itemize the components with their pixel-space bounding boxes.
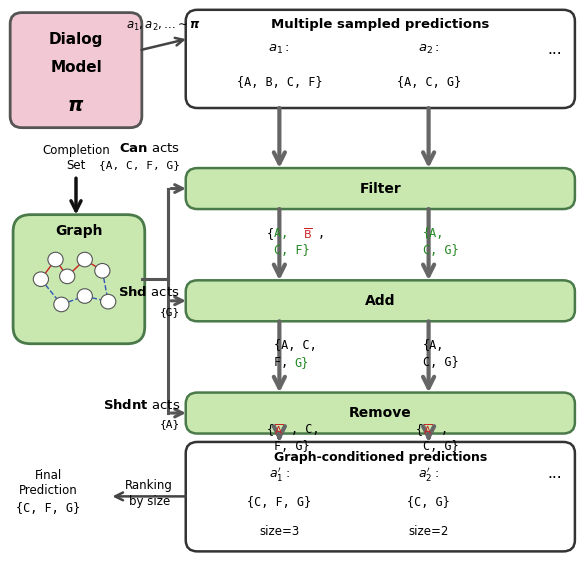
Text: Filter: Filter	[359, 182, 401, 196]
Text: Model: Model	[50, 60, 102, 76]
Text: $a_1, a_2, \ldots \sim \boldsymbol{\pi}$: $a_1, a_2, \ldots \sim \boldsymbol{\pi}$	[126, 20, 201, 33]
FancyBboxPatch shape	[13, 215, 145, 343]
Circle shape	[101, 294, 116, 309]
Text: ,: ,	[318, 227, 325, 240]
Circle shape	[54, 297, 69, 312]
Text: {G}: {G}	[159, 307, 180, 317]
Text: A,: A,	[273, 227, 295, 240]
Text: Graph-conditioned predictions: Graph-conditioned predictions	[273, 451, 487, 464]
Text: , C,: , C,	[291, 423, 319, 436]
Text: {A}: {A}	[159, 419, 180, 429]
Text: ...: ...	[547, 466, 562, 481]
Circle shape	[59, 269, 75, 284]
Text: $a_2'\mathrm{:}$: $a_2'\mathrm{:}$	[418, 465, 439, 483]
Text: Ranking: Ranking	[125, 479, 173, 492]
Text: {A, C, G}: {A, C, G}	[396, 76, 460, 89]
Text: {: {	[266, 423, 273, 436]
Circle shape	[34, 272, 48, 287]
Text: Add: Add	[365, 294, 396, 308]
Text: {: {	[266, 227, 273, 240]
Circle shape	[77, 252, 92, 267]
Text: Dialog: Dialog	[49, 32, 103, 47]
Text: ,: ,	[440, 423, 447, 436]
Text: $\overline{\mathrm{A}}$: $\overline{\mathrm{A}}$	[423, 422, 432, 437]
Text: $\mathbf{Shdnt}$ acts: $\mathbf{Shdnt}$ acts	[102, 398, 180, 412]
Text: Prediction: Prediction	[19, 484, 78, 497]
Text: size=2: size=2	[409, 526, 449, 539]
Text: {: {	[416, 423, 423, 436]
FancyBboxPatch shape	[186, 168, 575, 209]
Text: {A, C, F, G}: {A, C, F, G}	[99, 160, 180, 170]
Circle shape	[95, 263, 110, 278]
Text: $a_2\mathrm{:}$: $a_2\mathrm{:}$	[417, 43, 439, 56]
Text: $a_1\mathrm{:}$: $a_1\mathrm{:}$	[269, 43, 290, 56]
Text: F,: F,	[273, 356, 295, 369]
Text: C, G}: C, G}	[423, 440, 459, 453]
Text: $\boldsymbol{\pi}$: $\boldsymbol{\pi}$	[68, 96, 85, 114]
Text: $\overline{\mathrm{B}}$: $\overline{\mathrm{B}}$	[303, 226, 312, 241]
Text: C, F}: C, F}	[273, 244, 309, 257]
Text: {C, F, G}: {C, F, G}	[16, 502, 81, 515]
Text: C, G}: C, G}	[423, 356, 459, 369]
FancyBboxPatch shape	[186, 280, 575, 321]
Circle shape	[77, 289, 92, 303]
Text: Graph: Graph	[55, 224, 103, 239]
Text: Completion: Completion	[42, 144, 110, 157]
Text: C, G}: C, G}	[423, 244, 459, 257]
Text: $\overline{\mathrm{A}}$: $\overline{\mathrm{A}}$	[273, 422, 283, 437]
Text: size=3: size=3	[259, 526, 299, 539]
Text: {A, B, C, F}: {A, B, C, F}	[236, 76, 322, 89]
Text: $\mathbf{Can}$ acts: $\mathbf{Can}$ acts	[119, 142, 180, 155]
FancyBboxPatch shape	[10, 12, 142, 127]
Text: {C, G}: {C, G}	[407, 496, 450, 509]
Text: $a_1'\mathrm{:}$: $a_1'\mathrm{:}$	[269, 465, 290, 483]
FancyBboxPatch shape	[186, 10, 575, 108]
FancyBboxPatch shape	[186, 442, 575, 552]
Text: {A,: {A,	[423, 339, 444, 352]
Text: {A,: {A,	[423, 227, 444, 240]
Text: Set: Set	[66, 158, 86, 172]
Circle shape	[48, 252, 63, 267]
FancyBboxPatch shape	[186, 393, 575, 434]
Text: Final: Final	[35, 469, 62, 482]
Text: G}: G}	[294, 356, 308, 369]
Text: {C, F, G}: {C, F, G}	[248, 496, 312, 509]
Text: Remove: Remove	[349, 406, 412, 420]
Text: $\mathbf{Shd}$ acts: $\mathbf{Shd}$ acts	[118, 285, 180, 299]
Text: {A, C,: {A, C,	[273, 339, 316, 352]
Text: F, G}: F, G}	[273, 440, 309, 453]
Text: by size: by size	[129, 496, 170, 509]
Text: ...: ...	[547, 42, 562, 57]
Text: Multiple sampled predictions: Multiple sampled predictions	[271, 19, 489, 32]
